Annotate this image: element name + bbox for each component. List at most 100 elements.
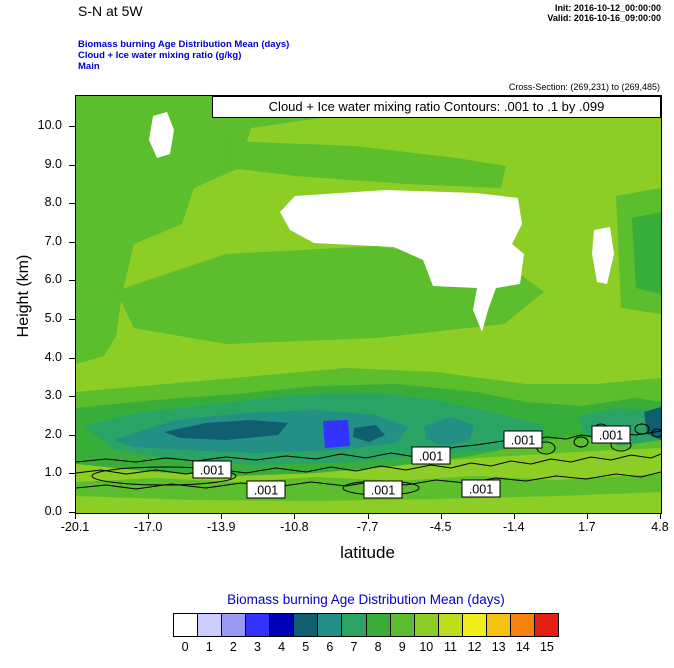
field-region-white-main xyxy=(280,190,524,332)
y-tick-mark xyxy=(69,203,75,205)
colorbar-tick-label: 0 xyxy=(181,640,189,654)
contour-label-box xyxy=(246,480,286,499)
y-tick-mark xyxy=(69,434,75,436)
cross-section-label: Cross-Section: (269,231) to (269,485) xyxy=(508,82,660,92)
contour-label: .001 xyxy=(254,484,278,498)
colorbar-tick-label: 8 xyxy=(374,640,382,654)
field-region-upper-band xyxy=(226,141,506,188)
field-region-blue-spot xyxy=(323,420,350,448)
x-tick-mark xyxy=(221,513,223,519)
colorbar-tick-label: 7 xyxy=(350,640,358,654)
y-tick-mark xyxy=(69,164,75,166)
contour-loop xyxy=(634,423,650,435)
x-axis-title: latitude xyxy=(340,543,395,562)
x-tick-label: -13.9 xyxy=(207,520,236,534)
contour-loop xyxy=(573,436,589,448)
colorbar-cell xyxy=(485,614,510,636)
field-region-left-column xyxy=(76,294,122,364)
colorbar-cell xyxy=(461,614,486,636)
contour-label-box xyxy=(461,479,501,498)
contour-label: .001 xyxy=(200,464,224,478)
y-tick-mark xyxy=(69,241,75,243)
y-axis: 0.0 1.0 2.0 3.0 4.0 5.0 6.0 7.0 8.0 9.0 10.0 xyxy=(0,95,75,518)
field-region-band-5a xyxy=(164,420,288,440)
variable-legend: Biomass burning Age Distribution Mean (d… xyxy=(78,39,289,72)
x-tick-label: -7.7 xyxy=(356,520,379,534)
y-tick-label: 9.0 xyxy=(44,156,62,171)
init-timestamp: Init: 2016-10-12_00:00:00 xyxy=(554,3,661,13)
contour-plot-area: .001 .001 .001 .001 .001 .001 .001 Cloud + Ice… xyxy=(75,95,662,514)
colorbar-cell xyxy=(509,614,534,636)
colorbar-cell xyxy=(221,614,246,636)
y-axis-title: Height (km) xyxy=(15,254,32,338)
y-tick-mark xyxy=(69,280,75,282)
x-tick-label: -4.5 xyxy=(429,520,452,534)
x-tick-mark xyxy=(513,513,515,519)
y-tick-label: 0.0 xyxy=(44,504,62,518)
colorbar-cell xyxy=(413,614,438,636)
field-region-upper-left-medium-green xyxy=(76,96,334,304)
x-tick-mark xyxy=(148,513,150,519)
x-tick-label: -20.1 xyxy=(60,520,90,534)
colorbar-tick-label: 6 xyxy=(326,640,334,654)
y-tick-mark xyxy=(69,357,75,359)
colorbar xyxy=(173,613,559,637)
field-region-band-6-spot xyxy=(424,417,474,446)
field-region-band-5b xyxy=(353,425,385,442)
y-tick-label: 1.0 xyxy=(44,465,62,480)
colorbar-tick-label: 13 xyxy=(491,640,506,654)
contour-label-box xyxy=(411,446,451,465)
y-tick-label: 2.0 xyxy=(44,426,62,441)
colorbar-tick-label: 10 xyxy=(419,640,434,654)
colorbar-cell xyxy=(174,614,198,636)
contour-label-box xyxy=(192,460,232,479)
contour-label-box xyxy=(363,480,403,499)
y-tick-label: 5.0 xyxy=(44,310,62,325)
colorbar-tick-labels: 0 1 2 3 4 5 6 7 8 9 10 11 12 13 14 15 xyxy=(173,640,559,656)
contour-label: .001 xyxy=(419,450,443,464)
x-axis: -20.1 -17.0 -13.9 -10.8 -7.7 -4.5 -1.4 1.7 4.8 xyxy=(61,513,669,539)
contour-label-box xyxy=(591,425,631,444)
field-region-white-right xyxy=(592,227,614,284)
contour-label: .001 xyxy=(469,483,493,497)
contour-label: .001 xyxy=(599,429,623,443)
colorbar-tick-label: 1 xyxy=(205,640,213,654)
y-tick-mark xyxy=(69,512,75,513)
x-tick-label: -1.4 xyxy=(502,520,525,534)
contour-label: .001 xyxy=(371,484,395,498)
field-region-right-column-core xyxy=(632,212,661,294)
colorbar-tick-label: 3 xyxy=(253,640,261,654)
x-tick-mark xyxy=(586,513,588,519)
colorbar-tick-label: 11 xyxy=(443,640,457,654)
colorbar-tick-label: 12 xyxy=(467,640,482,654)
legend-line-2: Cloud + Ice water mixing ratio (g/kg) xyxy=(78,50,242,61)
y-tick-label: 4.0 xyxy=(44,349,62,364)
x-tick-mark xyxy=(660,513,661,519)
colorbar-tick-label: 14 xyxy=(515,640,530,654)
contour-info-box: Cloud + Ice water mixing ratio Contours:… xyxy=(212,96,661,118)
colorbar-cell xyxy=(389,614,414,636)
colorbar-cell xyxy=(317,614,342,636)
valid-timestamp: Valid: 2016-10-16_09:00:00 xyxy=(547,13,661,23)
contour-loop xyxy=(91,466,237,486)
contour-field-svg: .001 .001 .001 .001 .001 .001 .001 xyxy=(76,96,661,513)
legend-line-3: Main xyxy=(78,61,100,72)
colorbar-cell xyxy=(245,614,270,636)
page-title: S-N at 5W xyxy=(78,3,143,19)
y-tick-label: 6.0 xyxy=(44,272,62,287)
colorbar-cell xyxy=(293,614,318,636)
x-tick-mark xyxy=(367,513,369,519)
field-region-white-top-left xyxy=(149,112,174,158)
y-tick-label: 3.0 xyxy=(44,388,62,403)
x-tick-label: 4.8 xyxy=(651,520,669,534)
colorbar-cell xyxy=(365,614,390,636)
y-tick-mark xyxy=(69,473,75,475)
colorbar-tick-label: 4 xyxy=(278,640,286,654)
y-tick-mark xyxy=(69,318,75,320)
x-tick-label: -17.0 xyxy=(133,520,163,534)
x-tick-mark xyxy=(75,513,76,519)
contour-line xyxy=(76,453,661,475)
colorbar-cell xyxy=(437,614,462,636)
contour-loop xyxy=(651,428,661,438)
